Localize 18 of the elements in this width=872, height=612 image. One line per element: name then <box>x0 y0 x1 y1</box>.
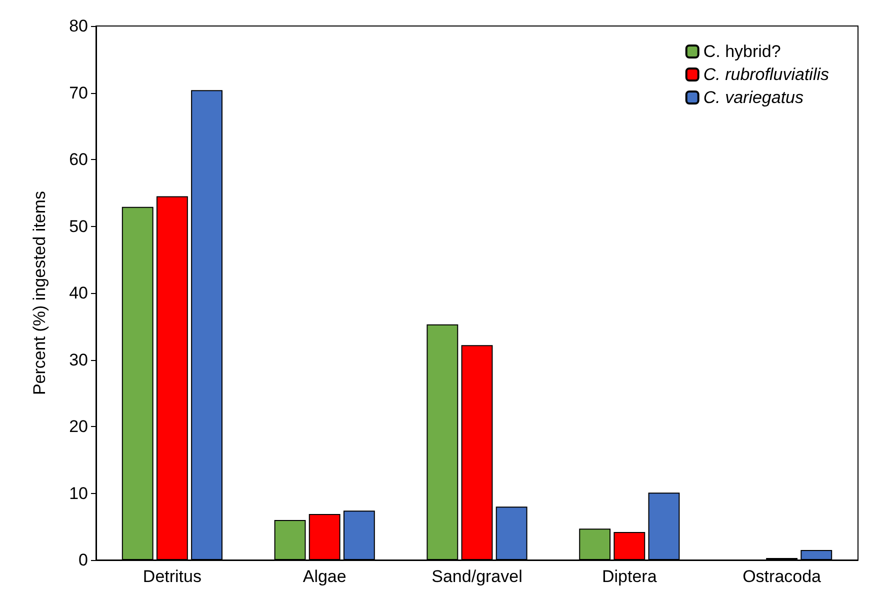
x-tick-label: Algae <box>302 567 346 586</box>
y-tick-label: 20 <box>69 417 88 436</box>
x-tick-label: Sand/gravel <box>432 567 522 586</box>
y-tick-label: 80 <box>69 16 88 36</box>
legend-label: C. variegatus <box>703 88 804 107</box>
y-tick-label: 70 <box>69 83 88 102</box>
x-tick-label: Ostracoda <box>742 567 822 586</box>
legend-label: C. rubrofluviatilis <box>703 65 830 84</box>
y-tick-label: 40 <box>69 284 88 302</box>
x-tick-label: Detritus <box>142 567 202 586</box>
y-tick-label: 50 <box>69 216 88 236</box>
legend-label: C. hybrid? <box>703 42 781 61</box>
y-axis-title: Percent (%) ingested items <box>30 190 49 396</box>
y-tick-label: 0 <box>78 550 88 570</box>
y-tick-label: 10 <box>69 484 88 503</box>
y-tick-label: 60 <box>69 150 88 169</box>
y-tick-label: 30 <box>69 350 88 370</box>
x-tick-label: Diptera <box>602 567 658 586</box>
